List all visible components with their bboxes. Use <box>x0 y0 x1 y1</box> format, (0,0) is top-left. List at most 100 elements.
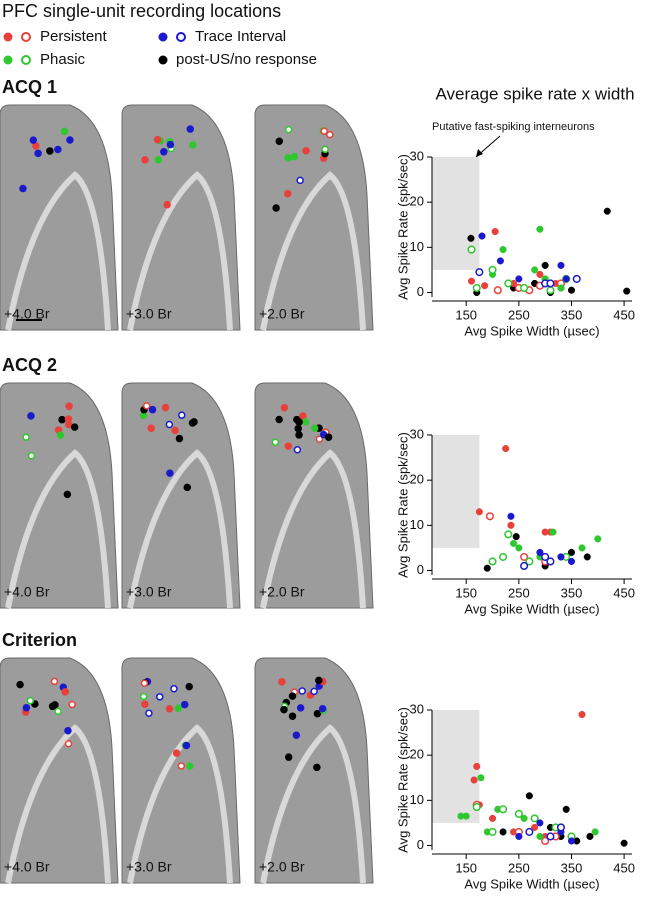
legend-dot <box>158 55 168 65</box>
scatter-point <box>536 819 544 827</box>
scatter-point <box>507 512 515 520</box>
shade-region <box>432 710 480 823</box>
row-title: ACQ 1 <box>2 77 57 97</box>
scatter-point <box>467 245 476 254</box>
scatter-point <box>499 828 507 836</box>
slice-dot <box>301 418 310 426</box>
slice-dot <box>318 704 327 713</box>
slice-dot <box>61 688 69 696</box>
brain-slice <box>254 104 374 331</box>
scatter-point <box>502 444 510 453</box>
scatter-point <box>515 275 523 283</box>
slice-dot <box>310 424 319 433</box>
slice-dot <box>145 709 153 717</box>
y-axis-label: Avg Spike Rate (spk/sec) <box>395 154 410 300</box>
x-axis-label: Avg Spike Width (µsec) <box>464 601 599 616</box>
slice-dot <box>160 148 168 156</box>
slice-dot <box>139 692 148 701</box>
slice-dot <box>148 405 157 414</box>
scatter-point <box>578 710 586 719</box>
scatter-point <box>530 814 539 823</box>
scatter-point <box>520 561 529 571</box>
x-tick-label: 450 <box>613 307 635 322</box>
scatter-point <box>567 548 576 556</box>
slice-dot <box>275 137 284 145</box>
y-tick-label: 10 <box>410 239 424 254</box>
scatter-point <box>496 257 504 265</box>
slice-dot <box>284 125 293 134</box>
brain-slice <box>254 382 374 609</box>
slice-dot <box>163 200 171 209</box>
slice-dot <box>172 749 181 757</box>
scatter-point <box>562 805 570 813</box>
slice-dot <box>315 435 324 443</box>
scatter-point <box>510 539 518 547</box>
y-tick-label: 20 <box>410 472 424 487</box>
scatter-point <box>572 274 581 283</box>
slice-dot <box>65 402 73 411</box>
slice-dot <box>22 433 30 441</box>
slice-dot <box>170 685 178 693</box>
slice-dot <box>182 741 191 750</box>
slice-label: +4.0 Br <box>4 859 50 875</box>
scatter-point <box>467 234 475 242</box>
white-matter <box>127 171 233 331</box>
brain-slice <box>121 104 241 331</box>
slice-dot <box>320 127 328 135</box>
y-tick-label: 10 <box>410 517 424 532</box>
slice-dot <box>46 147 54 155</box>
slice-dot <box>294 424 302 433</box>
slice-label: +3.0 Br <box>126 306 172 322</box>
slice-dot <box>298 687 306 695</box>
slice-dot <box>141 156 149 164</box>
slice-dot <box>19 184 27 193</box>
scatter-point <box>520 814 528 822</box>
y-tick-label: 10 <box>410 792 424 807</box>
legend-label: Trace Interval <box>195 28 286 45</box>
slice-label: +4.0 Br <box>4 306 50 322</box>
slice-dot <box>161 403 170 412</box>
row-title: Criterion <box>2 630 77 650</box>
white-matter <box>260 724 366 884</box>
scatter-point <box>520 552 529 561</box>
slice-dot <box>50 677 59 686</box>
slice-dot <box>54 707 62 716</box>
slice-dot <box>60 127 69 136</box>
slice-dot <box>174 704 183 712</box>
scatter-point <box>546 832 555 841</box>
scatter-point <box>525 792 533 800</box>
scatter-point <box>536 832 544 841</box>
slice-dot <box>183 483 192 492</box>
shade-region <box>432 435 480 548</box>
white-matter <box>5 724 111 884</box>
slice-dot <box>186 125 195 133</box>
scatter-point <box>557 553 565 561</box>
scatter-point <box>546 557 555 566</box>
scatter-point <box>556 823 565 832</box>
slice-dot <box>165 420 174 429</box>
x-axis-label: Avg Spike Width (µsec) <box>464 323 599 338</box>
scatter-point <box>567 837 576 845</box>
y-axis-label: Avg Spike Rate (spk/sec) <box>395 432 410 578</box>
scatter-point <box>525 827 534 836</box>
scatter-point <box>470 776 478 784</box>
y-tick-label: 30 <box>410 148 424 163</box>
scatter-point <box>481 282 489 290</box>
scatter-point <box>536 548 544 556</box>
slice-label: +2.0 Br <box>259 584 305 600</box>
scatter-point <box>623 287 631 295</box>
slice-dot <box>166 140 175 149</box>
slice-dot <box>27 452 36 460</box>
scatter-point <box>591 828 599 836</box>
y-axis-label: Avg Spike Rate (spk/sec) <box>395 707 410 853</box>
slice-dot <box>68 700 76 709</box>
arrow-head <box>476 149 483 157</box>
slice-dot <box>271 438 280 446</box>
scatter-point <box>531 266 539 274</box>
slice-dot <box>147 424 155 432</box>
scatter-point <box>583 553 591 561</box>
slice-dot <box>296 704 305 712</box>
scatter-point <box>475 508 483 516</box>
slice-dot <box>166 469 174 477</box>
